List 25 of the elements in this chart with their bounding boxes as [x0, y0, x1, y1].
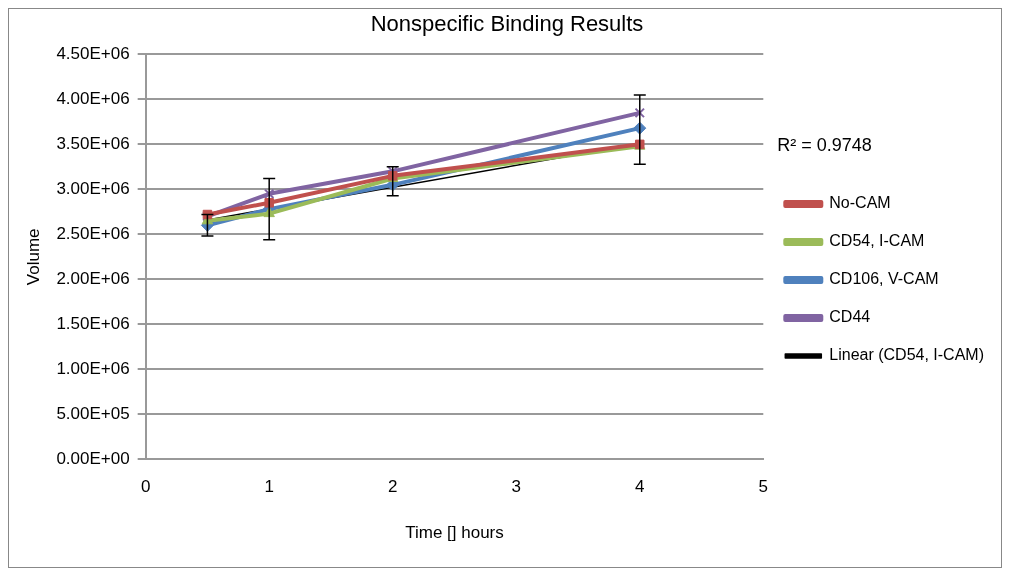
y-tick-label: 4.50E+06: [56, 44, 130, 64]
x-tick-label: 5: [758, 477, 769, 497]
y-tick-label: 0.00E+00: [56, 448, 130, 468]
x-axis-title: Time [] hours: [405, 523, 504, 543]
y-tick-label: 2.50E+06: [56, 224, 130, 243]
text: R² = 0.9748: [777, 134, 872, 155]
legend-label: Linear (CD54, I-CAM): [829, 346, 984, 364]
y-tick-label: 1.50E+06: [56, 313, 130, 333]
legend-label: No-CAM: [829, 194, 891, 212]
y-tick-label: 3.00E+06: [56, 179, 130, 199]
legend-label: CD54, I-CAM: [829, 232, 925, 250]
chart-title: Nonspecific Binding Results: [370, 11, 644, 37]
y-tick-label: 1.00E+06: [56, 358, 130, 378]
y-tick-label: 2.00E+06: [56, 268, 130, 288]
y-axis-title: Volume: [23, 228, 43, 286]
x-tick-label: 3: [511, 477, 521, 497]
x-tick-label: 2: [387, 477, 398, 497]
y-tick-label: 4.00E+06: [56, 89, 130, 109]
y-tick-label: 3.50E+06: [56, 134, 130, 154]
x-tick-label: 1: [264, 477, 274, 497]
y-tick-label: 5.00E+05: [56, 403, 130, 423]
legend-label: CD106, V-CAM: [829, 270, 939, 288]
x-tick-label: 4: [635, 477, 645, 497]
legend-label: CD44: [829, 308, 871, 326]
x-tick-label: 0: [140, 477, 151, 497]
